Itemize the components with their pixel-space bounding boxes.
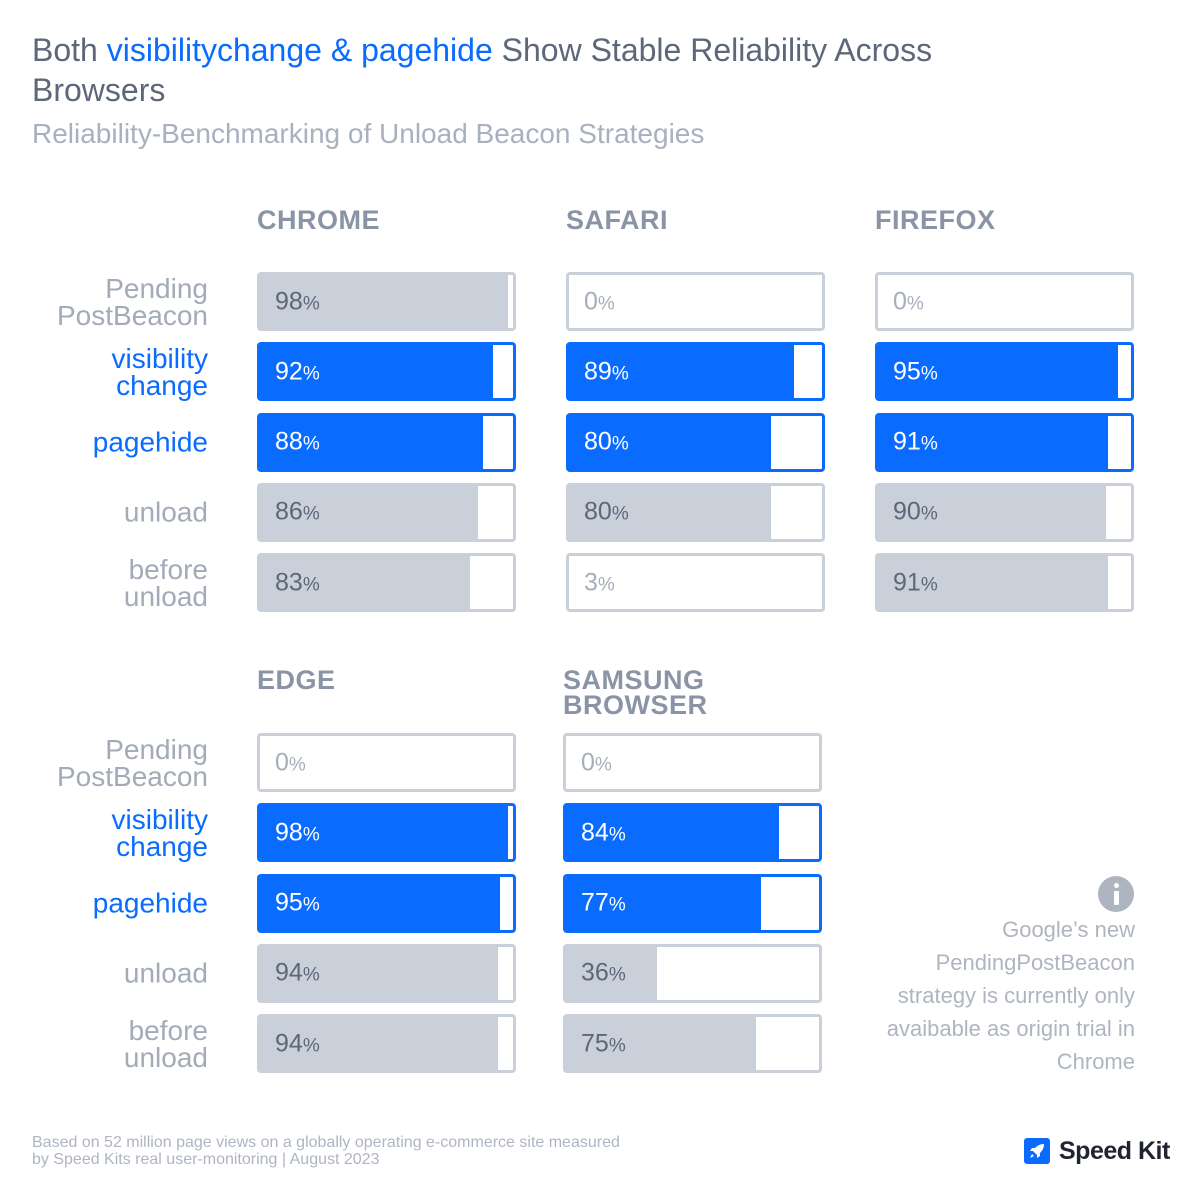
bar-value-label: 89% (584, 357, 629, 386)
bar-edge-unload: 94% (257, 943, 516, 1003)
row-label-unload: unload (123, 957, 208, 989)
bar-fill (566, 1017, 756, 1071)
panel-header: SAFARI (566, 205, 669, 235)
row-label-pendingpostbeacon: Pending PostBeacon (57, 733, 208, 792)
bar-fill (878, 345, 1119, 399)
bar-value-label: 75% (581, 1029, 626, 1058)
bar-chrome-pagehide: 88% (257, 412, 516, 472)
bar-fill (566, 806, 779, 860)
bar-fill (566, 876, 761, 930)
bar-safari-pendingpostbeacon: 0% (566, 272, 825, 331)
bar-value-label: 92% (275, 357, 320, 386)
title-highlight: visibilitychange & pagehide (106, 32, 493, 68)
bar-value-label: 0% (581, 748, 612, 776)
bar-value-label: 94% (275, 958, 320, 987)
bar-value-label: 86% (275, 497, 320, 526)
bar-fill (260, 415, 483, 469)
chart-subtitle: Reliability-Benchmarking of Unload Beaco… (32, 118, 705, 149)
bar-chrome-visibilitychange: 92% (257, 342, 516, 402)
row-label-pendingpostbeacon: Pending PostBeacon (57, 272, 208, 331)
bar-fill (260, 946, 498, 1000)
bar-fill (878, 485, 1106, 539)
bar-edge-beforeunload: 94% (257, 1014, 516, 1074)
bar-samsung-browser-pendingpostbeacon: 0% (563, 733, 822, 792)
bar-chrome-unload: 86% (257, 482, 516, 542)
bar-firefox-unload: 90% (875, 482, 1134, 542)
row-label-beforeunload: before unload (123, 553, 208, 612)
bar-value-label: 90% (893, 497, 938, 526)
bar-value-label: 3% (584, 568, 615, 597)
row-label-beforeunload: before unload (123, 1014, 208, 1073)
row-label-visibilitychange: visibility change (111, 803, 208, 862)
bar-value-label: 95% (275, 888, 320, 917)
bar-edge-pagehide: 95% (257, 873, 516, 933)
row-label-pagehide: pagehide (92, 887, 208, 919)
bar-value-label: 94% (275, 1029, 320, 1058)
bar-edge-visibilitychange: 98% (257, 803, 516, 863)
bar-value-label: 83% (275, 568, 320, 597)
footnote: Based on 52 million page views on a glob… (32, 1134, 620, 1168)
bar-fill (260, 876, 501, 930)
bar-fill (260, 275, 508, 328)
panel-header: FIREFOX (875, 205, 996, 235)
panel-header: CHROME (257, 205, 380, 235)
bar-value-label: 0% (893, 287, 924, 315)
bar-value-label: 98% (275, 287, 320, 315)
bar-value-label: 36% (581, 958, 626, 987)
bar-firefox-beforeunload: 91% (875, 553, 1134, 613)
bar-fill (260, 345, 493, 399)
bar-value-label: 95% (893, 357, 938, 386)
bar-value-label: 88% (275, 427, 320, 456)
bar-fill (566, 946, 658, 1000)
bar-fill (260, 485, 478, 539)
bar-value-label: 91% (893, 568, 938, 597)
title-after: Show Stable Reliability Across Browsers (32, 32, 933, 108)
brand-logo: Speed Kit (1024, 1136, 1170, 1166)
bar-value-label: 98% (275, 818, 320, 847)
bar-samsung-browser-pagehide: 77% (563, 873, 822, 933)
row-label-unload: unload (123, 496, 208, 528)
bar-safari-pagehide: 80% (566, 412, 825, 472)
row-label-visibilitychange: visibility change (111, 342, 208, 401)
bar-value-label: 80% (584, 497, 629, 526)
bar-safari-unload: 80% (566, 482, 825, 542)
bar-fill (260, 556, 470, 610)
rocket-icon (1024, 1138, 1050, 1164)
bar-fill (260, 1017, 498, 1071)
bar-samsung-browser-unload: 36% (563, 943, 822, 1003)
bar-fill (569, 485, 772, 539)
bar-edge-pendingpostbeacon: 0% (257, 733, 516, 792)
brand-name: Speed Kit (1059, 1136, 1170, 1165)
bar-firefox-visibilitychange: 95% (875, 342, 1134, 402)
bar-value-label: 91% (893, 427, 938, 456)
info-icon (1098, 876, 1134, 912)
bar-value-label: 80% (584, 427, 629, 456)
bar-safari-visibilitychange: 89% (566, 342, 825, 402)
title-before: Both (32, 32, 107, 68)
bar-firefox-pendingpostbeacon: 0% (875, 272, 1134, 331)
bar-safari-beforeunload: 3% (566, 553, 825, 613)
bar-value-label: 84% (581, 818, 626, 847)
bar-fill (569, 415, 772, 469)
bar-value-label: 77% (581, 888, 626, 917)
bar-samsung-browser-beforeunload: 75% (563, 1014, 822, 1074)
bar-fill (260, 806, 508, 860)
panel-header: SAMSUNG BROWSER (563, 665, 708, 720)
bar-firefox-pagehide: 91% (875, 412, 1134, 472)
bar-chrome-pendingpostbeacon: 98% (257, 272, 516, 331)
bar-fill (878, 556, 1109, 610)
row-label-pagehide: pagehide (92, 426, 208, 458)
bar-value-label: 0% (275, 748, 306, 776)
bar-value-label: 0% (584, 287, 615, 315)
bar-fill (878, 415, 1109, 469)
chart-title: Both visibilitychange & pagehide Show St… (32, 30, 992, 110)
bar-fill (569, 345, 795, 399)
info-note: Google’s new PendingPostBeacon strategy … (886, 917, 1135, 1074)
panel-header: EDGE (257, 665, 336, 695)
bar-samsung-browser-visibilitychange: 84% (563, 803, 822, 863)
bar-chrome-beforeunload: 83% (257, 553, 516, 613)
